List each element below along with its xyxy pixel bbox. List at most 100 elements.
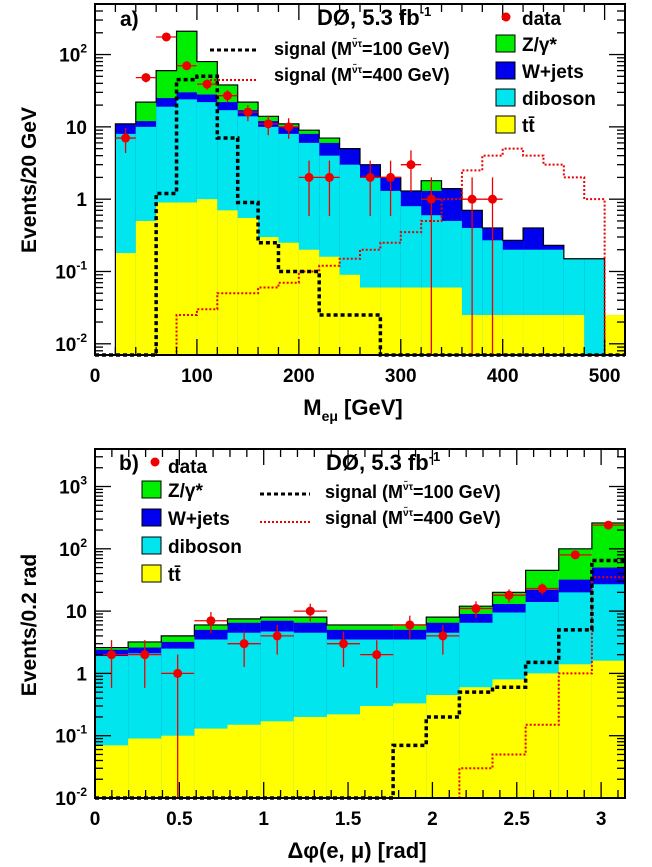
legend-zgamma-label: Z/γ* (522, 35, 557, 56)
panel-a-axes (94, 3, 626, 356)
legend-diboson-label: diboson (168, 537, 242, 558)
panel-b-data-points (95, 520, 625, 798)
bar-ttbar-12 (492, 679, 526, 798)
data-point-12 (492, 589, 526, 603)
data-point-13 (525, 583, 559, 595)
stack-total-outline (94, 522, 625, 798)
legend-signal100-sub: ν̃τ (403, 480, 414, 493)
stack-total-outline (95, 30, 625, 356)
legend-signal100-text: signal (M (325, 482, 403, 502)
y-tick-exponent: -2 (76, 331, 87, 345)
bar-ttbar-10 (426, 695, 460, 798)
bar-ttbar-7 (237, 217, 259, 355)
panel-a-xlabel-sub: eμ (322, 408, 338, 424)
panel-b-experiment-text: DØ, 5.3 fb (326, 450, 429, 475)
y-tick-exponent: -1 (76, 258, 87, 272)
data-point-14 (558, 550, 592, 560)
legend-signal100-tail: =100 GeV) (362, 39, 450, 59)
data-point-8 (360, 640, 394, 688)
legend-ttbar-swatch (495, 115, 516, 134)
data-point-2 (156, 32, 177, 42)
legend-signal400-sub: ν̃τ (352, 63, 363, 76)
panel-a-experiment-sup: -1 (420, 4, 432, 19)
y-tick-base: 10 (55, 727, 76, 748)
y-tick-base: 10 (66, 118, 87, 139)
legend-diboson-swatch (141, 536, 162, 555)
panel-b-ylabel: Events/0.2 rad (18, 554, 41, 696)
legend-wjets-swatch (495, 61, 516, 80)
panel-a-experiment: DØ, 5.3 fb-1 (317, 4, 431, 30)
legend-signal400-label: signal (Mν̃τ=400 GeV) (325, 506, 501, 528)
x-tick-label: 2 (427, 809, 438, 830)
bar-ttbar-25 (604, 315, 625, 355)
bar-ttbar-8 (360, 705, 394, 798)
bar-ttbar-4 (227, 724, 261, 798)
bar-ttbar-14 (558, 664, 592, 798)
legend-signal100-text: signal (M (274, 39, 352, 59)
y-tick-label: 102 (59, 536, 87, 561)
panel-b-experiment: DØ, 5.3 fb-1 (326, 449, 440, 475)
bar-ttbar-1 (115, 253, 136, 355)
panel-a-stacked-bars (95, 30, 625, 356)
data-point-15 (461, 177, 483, 355)
data-point-12 (380, 160, 401, 216)
y-tick-label: 10-1 (55, 258, 87, 283)
x-tick-label: 0 (90, 809, 101, 830)
legend-signal400-sub: ν̃τ (403, 506, 414, 519)
legend-signal100-sub: ν̃τ (352, 37, 363, 50)
y-tick-base: 10 (59, 46, 80, 67)
legend-diboson-swatch (495, 88, 516, 107)
bar-ttbar-1 (128, 738, 162, 798)
data-point-0 (115, 127, 136, 153)
data-point-7 (326, 631, 361, 667)
panel-b-xlabel: Δφ(e, μ) [rad] (287, 838, 426, 863)
y-tick-label: 1 (76, 190, 87, 211)
data-point-11 (459, 601, 493, 619)
data-point-15 (591, 520, 625, 530)
legend-ttbar-label: tt̄ (522, 116, 535, 137)
data-point-9 (393, 615, 427, 640)
bar-ttbar-6 (217, 210, 238, 355)
data-point-1 (128, 640, 162, 688)
data-point-5 (217, 90, 238, 103)
bar-ttbar-20 (502, 315, 524, 355)
data-point-1 (135, 73, 157, 83)
legend-zgamma-swatch (141, 480, 162, 499)
y-tick-label: 1 (76, 664, 87, 685)
data-point-4 (196, 79, 218, 90)
y-tick-exponent: 3 (80, 474, 87, 488)
panel-a-ylabel: Events/20 GeV (18, 107, 41, 253)
legend-zgamma-label: Z/γ* (168, 481, 203, 502)
legend-signal100-label: signal (Mν̃τ=100 GeV) (274, 37, 450, 59)
x-tick-label: 100 (181, 366, 213, 387)
bar-ttbar-11 (319, 256, 340, 355)
data-point-16 (482, 177, 503, 355)
y-tick-label: 10 (66, 118, 87, 139)
data-point-6 (237, 105, 259, 122)
data-point-7 (258, 115, 279, 136)
y-tick-exponent: 2 (80, 536, 87, 550)
bar-diboson-24 (584, 258, 605, 355)
bar-ttbar-2 (135, 220, 157, 355)
x-tick-label: 0.5 (166, 809, 193, 830)
panel-a-experiment-text: DØ, 5.3 fb (317, 5, 420, 30)
legend-signal100-tail: =100 GeV) (413, 482, 501, 502)
bar-ttbar-5 (196, 199, 218, 355)
y-tick-label: 10-2 (55, 331, 87, 356)
legend-signal400-tail: =400 GeV) (413, 508, 501, 528)
legend-ttbar-swatch (141, 564, 162, 583)
panel-a-xlabel: Meμ [GeV] (303, 395, 402, 424)
bar-ttbar-15 (591, 660, 626, 798)
y-tick-base: 1 (76, 190, 87, 211)
y-tick-base: 10 (55, 789, 76, 810)
legend-zgamma-swatch (495, 34, 516, 53)
y-tick-label: 10 (66, 602, 87, 623)
legend-wjets-label: W+jets (522, 62, 584, 83)
y-tick-label: 10-2 (55, 785, 87, 810)
bar-ttbar-9 (393, 703, 427, 798)
bar-ttbar-3 (156, 202, 177, 355)
data-point-10 (426, 624, 460, 655)
